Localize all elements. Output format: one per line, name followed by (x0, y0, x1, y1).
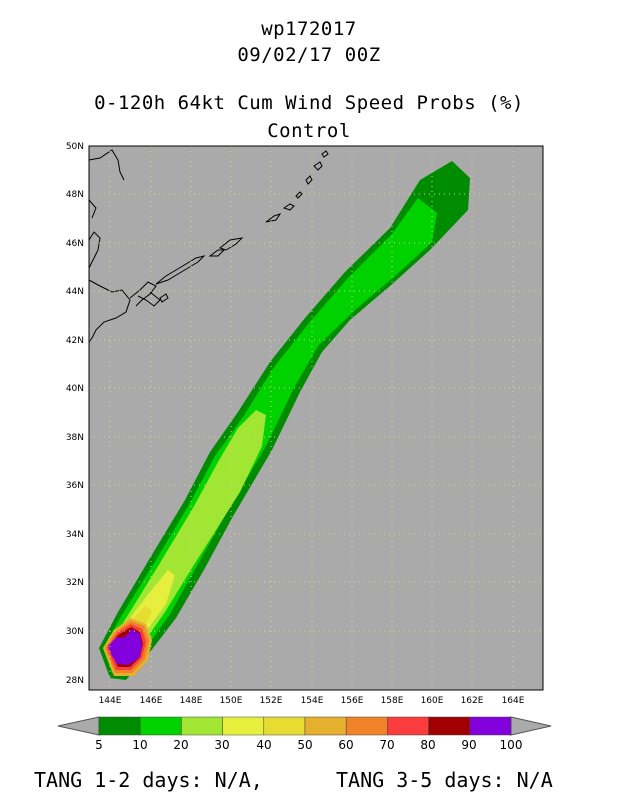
tang-3-5-days: TANG 3-5 days: N/A (336, 768, 553, 792)
lat-label: 38N (66, 433, 84, 443)
colorbar-label: 50 (297, 738, 312, 752)
lon-label: 164E (502, 696, 525, 706)
run-name: Control (267, 120, 351, 142)
colorbar-label: 30 (214, 738, 229, 752)
colorbar-left-arrow (57, 716, 100, 736)
lat-label: 46N (66, 239, 84, 249)
colorbar-swatch (222, 716, 265, 736)
colorbar-swatch (263, 716, 306, 736)
product-title: 0-120h 64kt Cum Wind Speed Probs (%) (94, 92, 524, 114)
colorbar-label: 40 (256, 738, 271, 752)
lon-label: 158E (381, 696, 404, 706)
colorbar-swatch (428, 716, 471, 736)
colorbar-swatch (304, 716, 347, 736)
lon-label: 152E (260, 696, 283, 706)
colorbar-swatch (469, 716, 512, 736)
probability-map: 50N 48N 46N 44N 42N 40N 38N 36N 34N 32N … (57, 142, 552, 752)
lat-label: 50N (66, 142, 84, 152)
colorbar-label: 60 (338, 738, 353, 752)
lat-label: 36N (66, 481, 84, 491)
contour-100 (108, 629, 142, 665)
graticule (89, 146, 543, 690)
lon-label: 150E (220, 696, 243, 706)
storm-id: wp172017 (261, 18, 357, 40)
lat-label: 32N (66, 578, 84, 588)
colorbar-swatch (345, 716, 388, 736)
lon-label: 160E (421, 696, 444, 706)
colorbar-swatch (181, 716, 223, 736)
lat-label: 40N (66, 384, 84, 394)
lon-label: 154E (301, 696, 324, 706)
colorbar-label: 80 (420, 738, 435, 752)
colorbar-label: 100 (500, 738, 523, 752)
tang-1-2-days: TANG 1-2 days: N/A, (34, 768, 263, 792)
colorbar-swatch (387, 716, 429, 736)
lat-label: 44N (66, 287, 84, 297)
colorbar: 5 10 20 30 40 50 60 70 80 90 100 (57, 716, 552, 752)
colorbar-label: 5 (95, 738, 103, 752)
forecast-datetime: 09/02/17 00Z (237, 44, 381, 66)
coastlines (88, 149, 329, 343)
colorbar-swatch (139, 716, 182, 736)
lat-label: 30N (66, 627, 84, 637)
plot-frame (88, 145, 544, 691)
lat-label: 28N (66, 676, 84, 686)
lat-label: 34N (66, 530, 84, 540)
lon-label: 162E (461, 696, 484, 706)
lon-label: 146E (140, 696, 163, 706)
colorbar-label: 70 (379, 738, 394, 752)
colorbar-label: 10 (132, 738, 147, 752)
lon-label: 148E (180, 696, 203, 706)
colorbar-label: 20 (173, 738, 188, 752)
lat-label: 48N (66, 190, 84, 200)
latitude-labels: 50N 48N 46N 44N 42N 40N 38N 36N 34N 32N … (66, 142, 84, 686)
lon-label: 156E (341, 696, 364, 706)
colorbar-label: 90 (461, 738, 476, 752)
lon-label: 144E (99, 696, 122, 706)
colorbar-swatch (98, 716, 141, 736)
lat-label: 42N (66, 336, 84, 346)
longitude-labels: 144E 146E 148E 150E 152E 154E 156E 158E … (99, 696, 525, 706)
colorbar-right-arrow (510, 716, 552, 736)
